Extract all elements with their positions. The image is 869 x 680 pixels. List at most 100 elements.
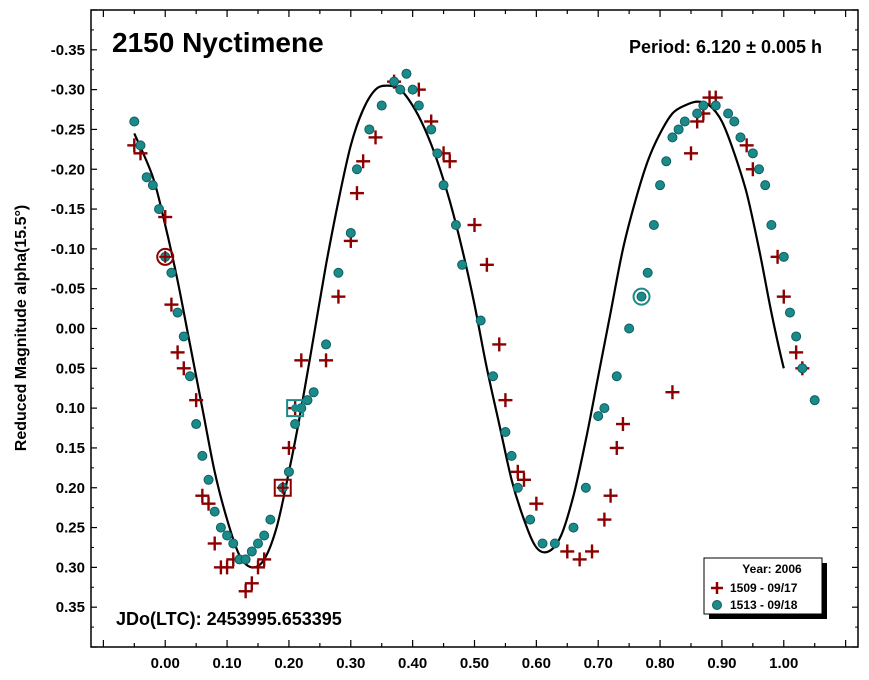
x-tick-label: 0.00: [151, 655, 180, 672]
point-1513: [809, 395, 820, 406]
point-1513: [784, 307, 795, 318]
point-1513: [500, 427, 511, 438]
point-1509: [164, 297, 179, 312]
point-1509: [176, 361, 191, 376]
point-1509: [498, 393, 513, 408]
point-1513: [147, 180, 158, 191]
legend-marker-plus: [711, 582, 723, 594]
point-1513: [723, 108, 734, 119]
point-1509: [442, 154, 457, 169]
point-1513: [457, 259, 468, 270]
legend-marker-circle: [712, 600, 722, 610]
point-1513: [215, 522, 226, 533]
y-tick-label: 0.25: [56, 520, 85, 537]
point-1509: [572, 552, 587, 567]
point-1509: [368, 130, 383, 145]
point-1513: [395, 84, 406, 95]
point-1513: [624, 323, 635, 334]
point-1513: [760, 180, 771, 191]
point-1509: [257, 552, 272, 567]
point-1509: [776, 289, 791, 304]
y-axis-label: Reduced Magnitude alpha(15.5°): [13, 205, 30, 451]
point-1513: [754, 164, 765, 175]
point-1513: [432, 148, 443, 159]
point-1513: [512, 482, 523, 493]
point-1509: [516, 472, 531, 487]
point-1513: [283, 466, 294, 477]
period-label: Period: 6.120 ± 0.005 h: [629, 37, 822, 57]
point-1513: [401, 68, 412, 79]
point-1513: [593, 411, 604, 422]
point-1513: [655, 180, 666, 191]
x-tick-label: 0.30: [336, 655, 365, 672]
point-1513: [661, 156, 672, 167]
y-tick-label: -0.35: [51, 42, 85, 59]
point-1509: [189, 393, 204, 408]
point-1509: [603, 488, 618, 503]
point-1513: [178, 331, 189, 342]
point-1513: [438, 180, 449, 191]
y-tick-label: -0.25: [51, 121, 85, 138]
point-1513: [475, 315, 486, 326]
point-1513: [308, 387, 319, 398]
point-1513: [191, 419, 202, 430]
point-1513: [253, 538, 264, 549]
point-1509: [683, 146, 698, 161]
point-1513: [166, 267, 177, 278]
point-1513: [797, 363, 808, 374]
y-tick-label: -0.15: [51, 201, 85, 218]
x-tick-label: 0.50: [460, 655, 489, 672]
point-1513: [376, 100, 387, 111]
point-1509: [251, 560, 266, 575]
point-1513: [698, 100, 709, 111]
point-1509: [615, 417, 630, 432]
point-1513: [413, 100, 424, 111]
plot-frame: [90, 9, 859, 648]
point-1513: [426, 124, 437, 135]
legend-title: Year: 2006: [742, 562, 802, 576]
y-tick-label: 0.10: [56, 400, 85, 417]
data-points: [127, 68, 820, 599]
point-1513: [735, 132, 746, 143]
x-tick-label: 0.80: [645, 655, 674, 672]
point-1513: [673, 124, 684, 135]
legend-entry-1: 1509 - 09/17: [730, 581, 798, 595]
point-1513: [679, 116, 690, 127]
point-1509: [220, 560, 235, 575]
point-1513: [488, 371, 499, 382]
y-axis: -0.35 -0.30 -0.25 -0.20 -0.15 -0.10 -0.05 0.00 0…: [51, 9, 858, 648]
point-1509: [195, 488, 210, 503]
point-1509: [349, 186, 364, 201]
x-tick-label: 1.00: [769, 655, 798, 672]
point-1513: [135, 140, 146, 151]
point-1513: [642, 267, 653, 278]
highlight-circle-plus: [156, 247, 175, 266]
point-1513: [290, 419, 301, 430]
highlight-circle-dot: [632, 287, 651, 306]
point-1509: [467, 217, 482, 232]
point-1513: [364, 124, 375, 135]
point-1513: [184, 371, 195, 382]
point-1509: [319, 353, 334, 368]
point-1513: [222, 530, 233, 541]
point-1513: [549, 538, 560, 549]
y-tick-label: 0.35: [56, 599, 85, 616]
jdo-label: JDo(LTC): 2453995.653395: [116, 609, 342, 629]
point-1513: [197, 450, 208, 461]
highlight-square-plus: [273, 478, 292, 497]
point-1513: [240, 554, 251, 565]
point-1513: [791, 331, 802, 342]
point-1509: [158, 210, 173, 225]
highlighted-points: [156, 247, 651, 497]
x-axis: 0.00 0.10 0.20 0.30 0.40 0.50 0.60 0.70 0.80 0.90…: [102, 10, 847, 672]
point-1513: [141, 172, 152, 183]
point-1513: [747, 148, 758, 159]
point-1513: [154, 204, 165, 215]
point-1513: [568, 522, 579, 533]
legend: Year: 2006 1509 - 09/17 1513 - 09/18: [703, 557, 827, 619]
y-tick-label: 0.30: [56, 559, 85, 576]
point-1509: [529, 496, 544, 511]
point-1513: [766, 219, 777, 230]
point-1509: [597, 512, 612, 527]
